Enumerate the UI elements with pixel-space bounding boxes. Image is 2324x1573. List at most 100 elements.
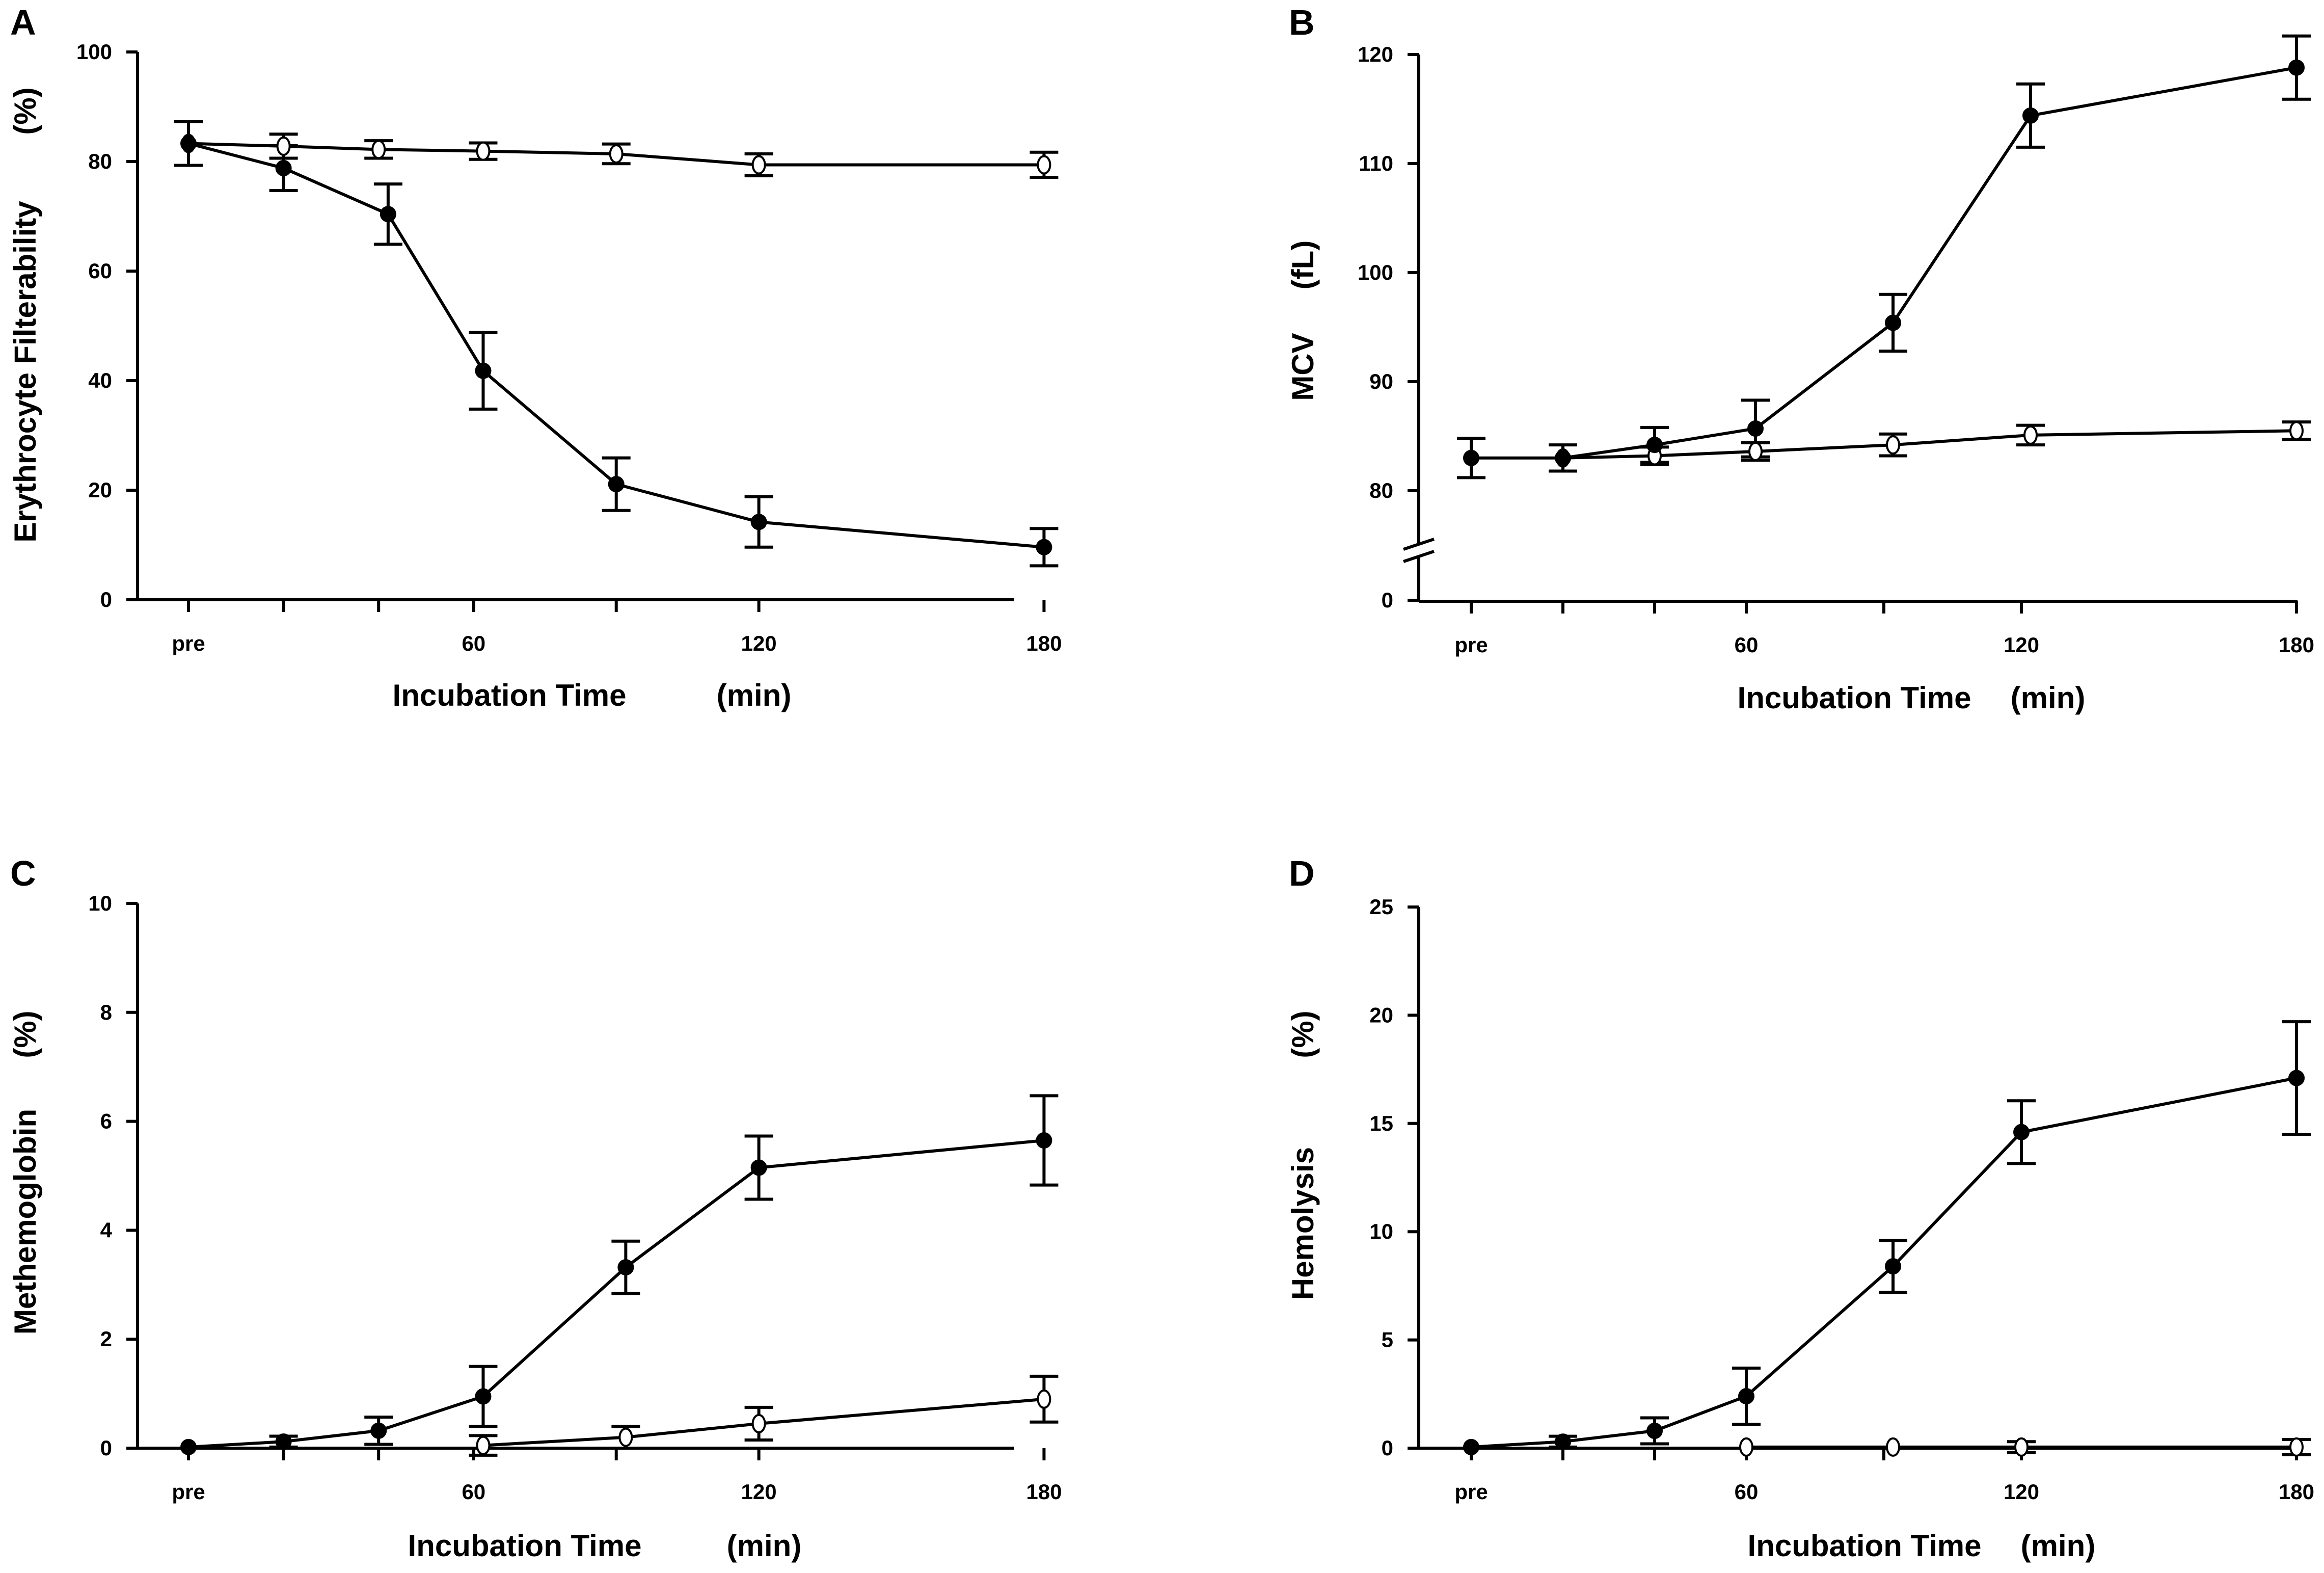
x-tick-label: 180 xyxy=(2279,1480,2314,1504)
y-tick-label: 80 xyxy=(88,149,112,173)
data-point-open xyxy=(276,136,291,156)
x-axis-unit: (min) xyxy=(717,678,792,712)
data-point-open xyxy=(1037,155,1051,175)
data-point-filled xyxy=(608,476,625,493)
y-tick-label: 90 xyxy=(1369,369,1393,393)
y-tick-label: 100 xyxy=(1358,260,1393,284)
x-tick-label: pre xyxy=(172,631,205,655)
y-tick-label: 120 xyxy=(1358,42,1393,66)
y-tick-label: 0 xyxy=(1382,588,1393,612)
series-line-filled xyxy=(1471,1076,2297,1449)
x-axis-unit: (min) xyxy=(727,1529,802,1563)
data-point-open xyxy=(618,1427,633,1447)
data-point-open xyxy=(2023,425,2038,445)
data-point-open xyxy=(609,144,624,164)
data-point-filled xyxy=(750,1159,767,1176)
data-point-filled xyxy=(2288,59,2305,76)
panel-letter-b: B xyxy=(1289,3,1315,42)
y-axis-unit: (%) xyxy=(1286,1010,1320,1058)
series-line-filled xyxy=(1471,66,2297,460)
data-point-filled xyxy=(1747,420,1764,437)
y-tick-label: 110 xyxy=(1359,151,1393,175)
data-point-open xyxy=(2289,1437,2304,1457)
y-tick-label: 80 xyxy=(1369,478,1393,502)
data-point-filled xyxy=(1463,449,1479,466)
x-tick-label: 60 xyxy=(1735,633,1759,657)
y-tick-label: 60 xyxy=(88,259,112,283)
y-axis-label: Methemoglobin xyxy=(8,1109,42,1335)
y-tick-label: 4 xyxy=(100,1218,113,1242)
x-axis-label: Incubation Time xyxy=(393,678,627,712)
x-tick-label: 60 xyxy=(462,631,485,655)
y-axis-label: Hemolysis xyxy=(1286,1147,1320,1300)
data-point-open xyxy=(1739,1437,1753,1457)
y-axis-unit: (%) xyxy=(8,1010,42,1058)
data-point-filled xyxy=(2013,1124,2030,1140)
data-point-open xyxy=(751,155,766,175)
y-tick-label: 8 xyxy=(100,1000,112,1024)
series-line-open xyxy=(483,1397,1044,1447)
y-axis-unit: (fL) xyxy=(1286,241,1320,290)
panel-letter-d: D xyxy=(1289,854,1315,893)
data-point-filled xyxy=(1555,1433,1571,1450)
data-point-filled xyxy=(1738,1388,1754,1405)
axis-break-gap xyxy=(1403,544,1434,556)
data-point-open xyxy=(1886,435,1900,455)
data-point-filled xyxy=(750,514,767,530)
data-point-filled xyxy=(180,1438,197,1455)
data-point-filled xyxy=(1036,1132,1052,1149)
data-point-filled xyxy=(1885,314,1901,331)
y-tick-label: 15 xyxy=(1369,1111,1393,1135)
data-point-filled xyxy=(617,1259,634,1276)
series-line-open xyxy=(1562,429,2297,460)
data-point-filled xyxy=(475,1388,492,1405)
y-tick-label: 5 xyxy=(1382,1328,1393,1352)
data-point-filled xyxy=(1885,1258,1901,1275)
data-point-open xyxy=(1886,1437,1900,1457)
data-point-filled xyxy=(370,1422,387,1439)
panel-a: A 0 20 40 60 80 100 pre 60 120 180 Incubation Time (… xyxy=(8,3,1062,712)
panel-letter-c: C xyxy=(10,854,36,893)
y-axis-label: Erythrocyte Filterability xyxy=(8,201,42,543)
axis-break-mark xyxy=(1403,538,1435,551)
x-axis-label: Incubation Time xyxy=(408,1529,642,1563)
data-point-filled xyxy=(275,159,292,176)
data-point-filled xyxy=(2288,1070,2305,1086)
y-tick-label: 6 xyxy=(100,1109,112,1133)
x-tick-label: 180 xyxy=(2279,633,2314,657)
y-tick-label: 10 xyxy=(88,891,112,915)
y-tick-label: 20 xyxy=(88,478,112,502)
x-tick-label: 180 xyxy=(1026,1480,1062,1504)
y-tick-label: 10 xyxy=(1369,1219,1393,1243)
x-axis-label: Incubation Time xyxy=(1738,681,1971,715)
data-point-filled xyxy=(2022,107,2039,124)
data-point-open xyxy=(2014,1437,2029,1457)
data-point-filled xyxy=(475,362,492,379)
data-point-filled xyxy=(1555,449,1571,466)
y-axis-unit: (%) xyxy=(8,87,42,135)
y-tick-label: 0 xyxy=(100,1436,112,1460)
y-tick-label: 25 xyxy=(1369,895,1393,919)
x-axis-unit: (min) xyxy=(2011,681,2086,715)
data-point-filled xyxy=(1646,437,1663,454)
data-point-filled xyxy=(380,206,396,223)
x-tick-label: 120 xyxy=(2004,633,2039,657)
x-tick-label: 120 xyxy=(2004,1480,2039,1504)
x-tick-label: pre xyxy=(1454,1480,1488,1504)
x-tick-label: 120 xyxy=(741,1480,777,1504)
data-point-open xyxy=(751,1414,766,1433)
data-point-filled xyxy=(275,1433,292,1450)
x-tick-label: 180 xyxy=(1026,631,1062,655)
x-tick-label: pre xyxy=(1454,633,1488,657)
panel-c: C 0 2 4 6 8 10 pre 60 120 180 Incubation Time (min) M… xyxy=(8,854,1062,1563)
data-point-open xyxy=(1037,1389,1051,1409)
y-tick-label: 0 xyxy=(1382,1436,1393,1460)
x-tick-label: pre xyxy=(172,1480,205,1504)
y-tick-label: 2 xyxy=(100,1327,112,1351)
panel-d: D 0 5 10 15 20 25 pre 60 120 180 Incubation Time (mi… xyxy=(1286,854,2314,1563)
y-tick-label: 20 xyxy=(1369,1003,1393,1027)
data-point-filled xyxy=(180,135,197,152)
data-point-open xyxy=(2289,421,2304,441)
x-axis-unit: (min) xyxy=(2021,1529,2096,1563)
